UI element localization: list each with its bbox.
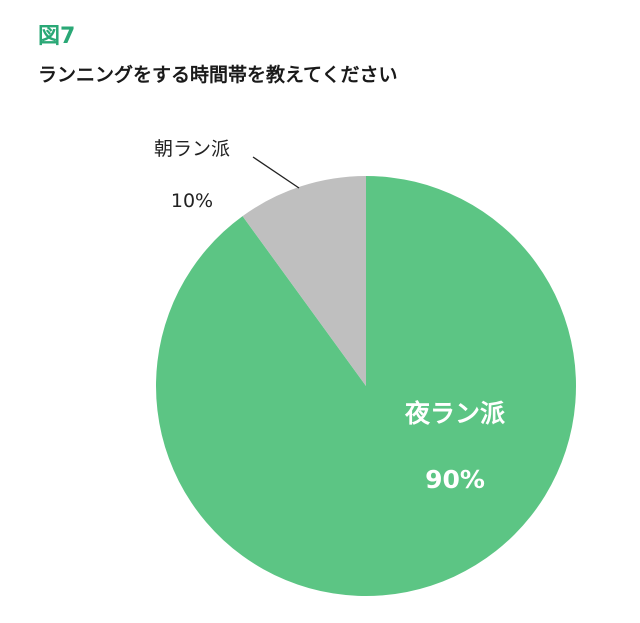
- slice-value-asa: 10%: [171, 190, 213, 212]
- pie-slice-1: [242, 176, 366, 386]
- slice-label-yoru: 夜ラン派: [404, 399, 505, 428]
- leader-line: [252, 156, 300, 189]
- pie-slices: [155, 176, 576, 596]
- slice-value-yoru: 90%: [425, 465, 485, 494]
- figure-label: 図7: [38, 24, 76, 49]
- chart-title: ランニングをする時間帯を教えてください: [38, 64, 398, 86]
- slice-label-asa: 朝ラン派: [154, 138, 230, 160]
